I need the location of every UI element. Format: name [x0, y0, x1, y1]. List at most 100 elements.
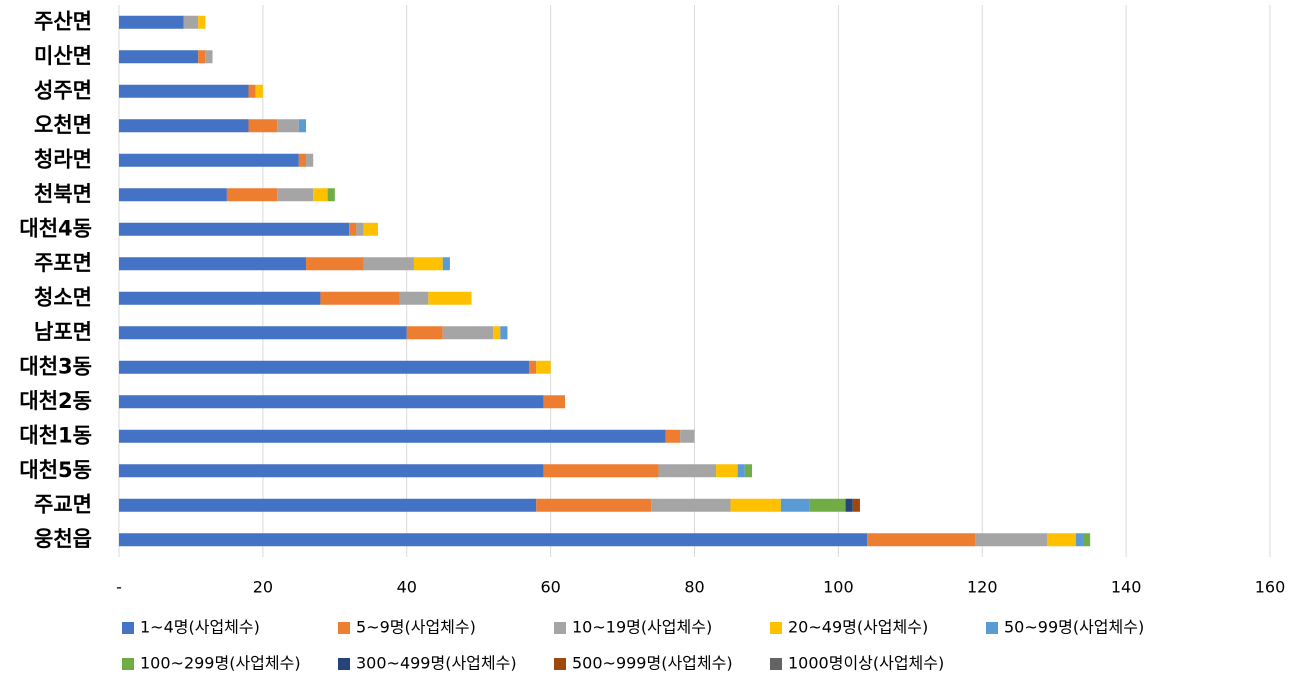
category-label: 미산면	[34, 44, 92, 68]
bar-segment	[119, 498, 537, 512]
legend-swatch	[122, 622, 134, 634]
bar-segment	[730, 498, 781, 512]
x-tick-label: 80	[684, 578, 704, 597]
bar-segment	[119, 50, 199, 64]
legend-label: 20~49명(사업체수)	[788, 618, 928, 637]
x-tick-label: 100	[823, 578, 854, 597]
legend-label: 300~499명(사업체수)	[356, 654, 517, 673]
bar-segment	[119, 119, 249, 133]
bar-segment	[198, 50, 206, 64]
bar-segment	[780, 498, 810, 512]
category-label: 주산면	[34, 9, 92, 33]
bar-segment	[298, 119, 307, 133]
category-label: 주교면	[34, 492, 92, 516]
legend-swatch	[986, 622, 998, 634]
bar-segment	[349, 222, 357, 236]
bar-segment	[680, 429, 695, 443]
bar-segment	[255, 84, 263, 98]
category-label: 대천3동	[19, 354, 92, 378]
bar-segment	[327, 188, 335, 202]
category-label: 천북면	[34, 182, 92, 206]
bar-segment	[313, 188, 328, 202]
legend-swatch	[554, 622, 566, 634]
bar-segment	[119, 395, 544, 409]
x-tick-label: 120	[967, 578, 998, 597]
bar-segment	[536, 498, 652, 512]
bar-segment	[428, 291, 472, 305]
bar-segment	[852, 498, 860, 512]
bar-segment	[658, 464, 717, 478]
bar-segment	[744, 464, 753, 478]
bar-segment	[1075, 533, 1083, 547]
bar-segment	[442, 326, 494, 340]
category-label: 남포면	[34, 320, 92, 344]
bar-segment	[119, 222, 350, 236]
legend-label: 5~9명(사업체수)	[356, 618, 476, 637]
bar-segment	[651, 498, 731, 512]
legend-swatch	[770, 622, 782, 634]
x-tick-label: 60	[540, 578, 560, 597]
bar-segment	[363, 257, 414, 271]
legend-label: 1~4명(사업체수)	[140, 618, 260, 637]
bar-segment	[442, 257, 450, 271]
bar-segment	[665, 429, 681, 443]
bar-segment	[306, 153, 314, 167]
bar-segment	[277, 119, 299, 133]
legend-label: 500~999명(사업체수)	[572, 654, 733, 673]
bar-segment	[306, 257, 364, 271]
bar-segment	[119, 153, 299, 167]
bar-segment	[320, 291, 400, 305]
legend-swatch	[122, 658, 134, 670]
bar-segment	[205, 50, 213, 64]
bar-segment	[119, 15, 184, 29]
x-tick-label: -	[116, 578, 122, 597]
bar-segment	[277, 188, 314, 202]
bar-segment	[363, 222, 378, 236]
legend-label: 100~299명(사업체수)	[140, 654, 301, 673]
category-label: 주포면	[34, 251, 92, 275]
legend-label: 10~19명(사업체수)	[572, 618, 712, 637]
bar-segment	[356, 222, 364, 236]
legend-swatch	[338, 658, 350, 670]
bar-segment	[500, 326, 508, 340]
legend-label: 1000명이상(사업체수)	[788, 654, 944, 673]
bar-segment	[198, 15, 206, 29]
bar-segment	[867, 533, 976, 547]
bar-segment	[119, 533, 868, 547]
legend-label: 50~99명(사업체수)	[1004, 618, 1144, 637]
category-label: 청라면	[34, 147, 92, 171]
legend-swatch	[554, 658, 566, 670]
bar-segment	[845, 498, 853, 512]
bar-segment	[119, 257, 307, 271]
category-label: 웅천읍	[34, 527, 92, 551]
bar-segment	[413, 257, 443, 271]
bar-segment	[119, 464, 544, 478]
bar-segment	[119, 326, 407, 340]
bar-segment	[716, 464, 738, 478]
bar-segment	[975, 533, 1047, 547]
bar-segment	[248, 84, 256, 98]
bar-segment	[119, 188, 227, 202]
legend-swatch	[770, 658, 782, 670]
bar-segment	[226, 188, 278, 202]
bar-segment	[737, 464, 745, 478]
bar-segment	[1082, 533, 1091, 547]
category-label: 청소면	[34, 285, 92, 309]
category-label: 오천면	[34, 113, 92, 137]
bar-segment	[543, 464, 659, 478]
bar-segment	[119, 360, 530, 374]
category-label: 대천5동	[19, 458, 92, 482]
x-tick-label: 40	[397, 578, 417, 597]
x-tick-label: 160	[1255, 578, 1286, 597]
x-tick-label: 20	[253, 578, 273, 597]
bar-segment	[529, 360, 537, 374]
bar-segment	[406, 326, 443, 340]
bar-segment	[119, 291, 321, 305]
category-label: 성주면	[34, 78, 92, 102]
bar-segment	[399, 291, 429, 305]
bar-segment	[493, 326, 501, 340]
bar-segment	[248, 119, 278, 133]
bar-segment	[119, 429, 666, 443]
bar-segment	[536, 360, 551, 374]
